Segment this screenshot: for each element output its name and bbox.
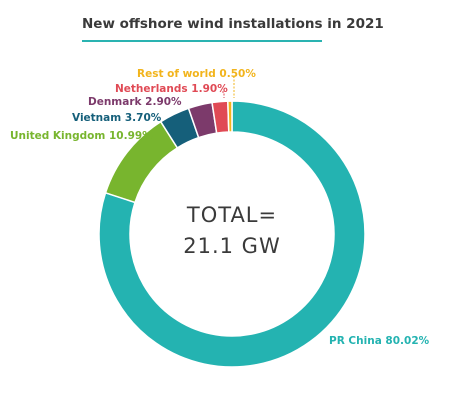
slice-rest-of-world (227, 100, 233, 133)
label-rest-of-world: Rest of world 0.50% (137, 68, 256, 80)
label-pr-china: PR China 80.02% (329, 335, 430, 347)
slice-labels: PR China 80.02% United Kingdom 10.99% Viet… (10, 68, 430, 347)
label-united-kingdom: United Kingdom 10.99% (10, 130, 153, 142)
leader-netherlands (222, 91, 225, 98)
title-underline (82, 40, 322, 42)
label-netherlands: Netherlands 1.90% (115, 83, 228, 95)
chart-title-block: New offshore wind installations in 2021 (82, 16, 384, 42)
slice-pr-china (98, 100, 366, 368)
donut-slices (98, 100, 366, 368)
label-vietnam: Vietnam 3.70% (72, 112, 162, 124)
label-denmark: Denmark 2.90% (88, 96, 182, 108)
chart-title: New offshore wind installations in 2021 (82, 16, 384, 32)
center-total-label: TOTAL= (186, 203, 277, 227)
center-total-value: 21.1 GW (183, 234, 280, 258)
leader-rest-of-world (233, 76, 235, 98)
label-leaders (222, 76, 235, 98)
